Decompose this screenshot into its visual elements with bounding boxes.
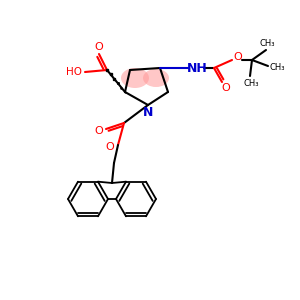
- Text: NH: NH: [187, 61, 207, 74]
- Text: O: O: [234, 52, 242, 62]
- Text: O: O: [94, 126, 103, 136]
- Text: HO: HO: [66, 67, 82, 77]
- Text: CH₃: CH₃: [243, 79, 259, 88]
- Ellipse shape: [121, 68, 149, 88]
- Text: N: N: [143, 106, 153, 118]
- Text: CH₃: CH₃: [259, 38, 275, 47]
- Text: O: O: [222, 83, 230, 93]
- Text: O: O: [106, 142, 114, 152]
- Text: CH₃: CH₃: [269, 62, 285, 71]
- Ellipse shape: [143, 69, 169, 87]
- Text: O: O: [94, 42, 103, 52]
